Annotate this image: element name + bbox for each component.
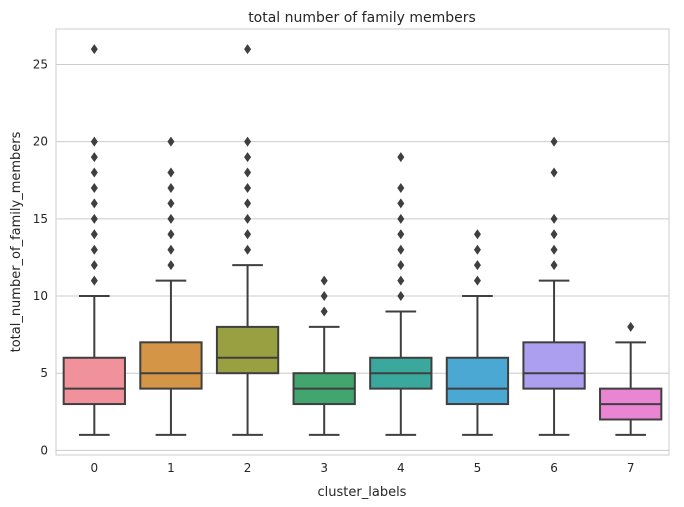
outlier-point <box>244 198 252 209</box>
outlier-point <box>397 198 405 209</box>
x-axis-label: cluster_labels <box>318 485 407 500</box>
outlier-point <box>550 260 558 271</box>
outlier-point <box>244 44 252 55</box>
box <box>445 356 510 406</box>
outlier-point <box>90 260 98 271</box>
box <box>522 341 586 390</box>
outlier-point <box>397 260 405 271</box>
outlier-point <box>397 213 405 224</box>
outlier-point <box>244 244 252 255</box>
y-axis-ticks: 0 5 10 15 20 25 <box>33 58 48 458</box>
outlier-point <box>244 213 252 224</box>
outlier-point <box>90 275 98 286</box>
box-group-2 <box>215 44 280 436</box>
outlier-point <box>244 182 252 193</box>
x-tick-label: 6 <box>550 461 558 475</box>
y-tick-label: 25 <box>33 58 48 72</box>
outlier-point <box>244 136 252 147</box>
x-tick-label: 4 <box>397 461 405 475</box>
x-tick-label: 5 <box>474 461 482 475</box>
y-axis-label: total_number_of_family_members <box>9 131 24 352</box>
box-group-5 <box>445 229 510 436</box>
boxes-layer <box>62 44 663 436</box>
outlier-point <box>90 152 98 163</box>
outlier-point <box>90 229 98 240</box>
outlier-point <box>167 167 175 178</box>
outlier-point <box>320 275 328 286</box>
outlier-point <box>550 213 558 224</box>
y-tick-label: 0 <box>40 443 48 457</box>
outlier-point <box>167 260 175 271</box>
box-group-4 <box>369 152 433 436</box>
outlier-point <box>244 152 252 163</box>
outlier-point <box>90 167 98 178</box>
box <box>215 325 280 375</box>
y-tick-label: 15 <box>33 212 48 226</box>
outlier-point <box>90 213 98 224</box>
box-group-1 <box>139 136 203 436</box>
x-tick-label: 3 <box>320 461 328 475</box>
y-tick-label: 20 <box>33 135 48 149</box>
outlier-point <box>167 198 175 209</box>
outlier-point <box>244 229 252 240</box>
x-tick-label: 0 <box>90 461 98 475</box>
x-tick-label: 2 <box>244 461 252 475</box>
outlier-point <box>90 198 98 209</box>
outlier-point <box>167 244 175 255</box>
outlier-point <box>397 229 405 240</box>
y-tick-label: 10 <box>33 289 48 303</box>
plot-area <box>55 28 670 456</box>
outlier-point <box>397 244 405 255</box>
outlier-point <box>627 321 635 332</box>
outlier-point <box>550 244 558 255</box>
outlier-point <box>397 182 405 193</box>
outlier-point <box>167 136 175 147</box>
outlier-point <box>473 260 481 271</box>
y-tick-label: 5 <box>40 366 48 380</box>
box <box>62 356 126 406</box>
outlier-point <box>320 291 328 302</box>
outlier-point <box>397 275 405 286</box>
outlier-point <box>550 167 558 178</box>
chart-title: total number of family members <box>248 10 476 26</box>
box-group-6 <box>522 136 586 436</box>
outlier-point <box>90 244 98 255</box>
outlier-point <box>244 167 252 178</box>
outlier-point <box>167 229 175 240</box>
box-group-7 <box>599 321 663 436</box>
outlier-point <box>90 182 98 193</box>
box-group-3 <box>292 275 356 436</box>
x-tick-label: 7 <box>627 461 635 475</box>
outlier-point <box>473 244 481 255</box>
x-axis-ticks: 0 1 2 3 4 5 6 7 <box>90 461 634 475</box>
box <box>139 341 203 390</box>
outlier-point <box>167 213 175 224</box>
outlier-point <box>473 275 481 286</box>
outlier-point <box>90 44 98 55</box>
x-tick-label: 1 <box>167 461 175 475</box>
outlier-point <box>167 182 175 193</box>
outlier-point <box>473 229 481 240</box>
outlier-point <box>550 229 558 240</box>
outlier-point <box>90 136 98 147</box>
box-group-0 <box>62 44 126 436</box>
outlier-point <box>397 152 405 163</box>
outlier-point <box>320 306 328 317</box>
outlier-point <box>550 136 558 147</box>
outlier-point <box>397 291 405 302</box>
